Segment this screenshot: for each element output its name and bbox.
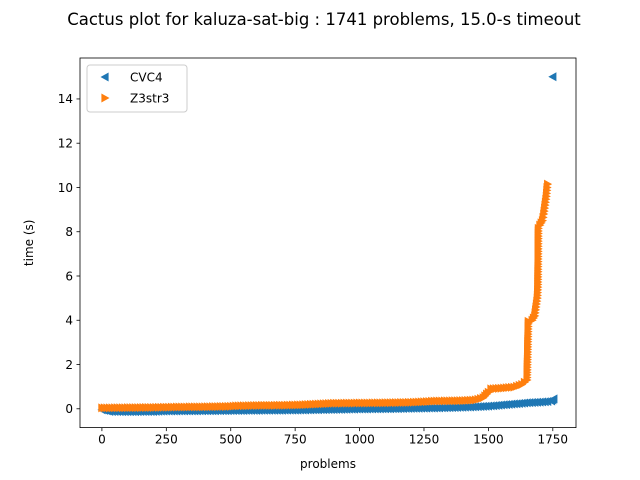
x-tick-label: 250 [155,433,178,447]
y-tick-label: 0 [65,402,73,416]
legend-box [86,64,188,113]
legend-label-z3str3: Z3str3 [130,91,169,105]
x-axis-label: problems [300,457,356,471]
y-tick-label: 8 [65,225,73,239]
data-point [544,179,553,189]
x-tick-label: 1500 [473,433,504,447]
x-tick-label: 0 [98,433,106,447]
y-tick-label: 12 [58,137,73,151]
y-axis-label: time (s) [22,220,36,267]
plot-area [97,72,558,417]
y-tick-label: 2 [65,358,73,372]
x-tick-label: 750 [284,433,307,447]
y-tick-label: 6 [65,269,73,283]
data-point [543,396,552,406]
legend-label-cvc4: CVC4 [130,70,163,84]
y-tick-label: 14 [58,92,73,106]
data-point [549,394,558,404]
x-tick-label: 1750 [538,433,569,447]
y-axis: 0 2 4 6 8 10 12 14 [58,92,80,416]
x-tick-label: 1250 [409,433,440,447]
data-point [548,72,557,82]
legend-marker-cvc4 [100,72,109,82]
legend-marker-z3str3 [101,93,110,103]
series-z3str3 [98,179,553,413]
chart-title: Cactus plot for kaluza-sat-big : 1741 pr… [67,10,581,29]
legend: CVC4 Z3str3 [86,64,188,113]
x-tick-label: 1000 [344,433,375,447]
x-axis: 0 250 500 750 1000 1250 1500 1750 [98,427,569,447]
y-tick-label: 4 [65,314,73,328]
axes-frame [79,57,577,429]
x-tick-label: 500 [219,433,242,447]
y-tick-label: 10 [58,181,73,195]
